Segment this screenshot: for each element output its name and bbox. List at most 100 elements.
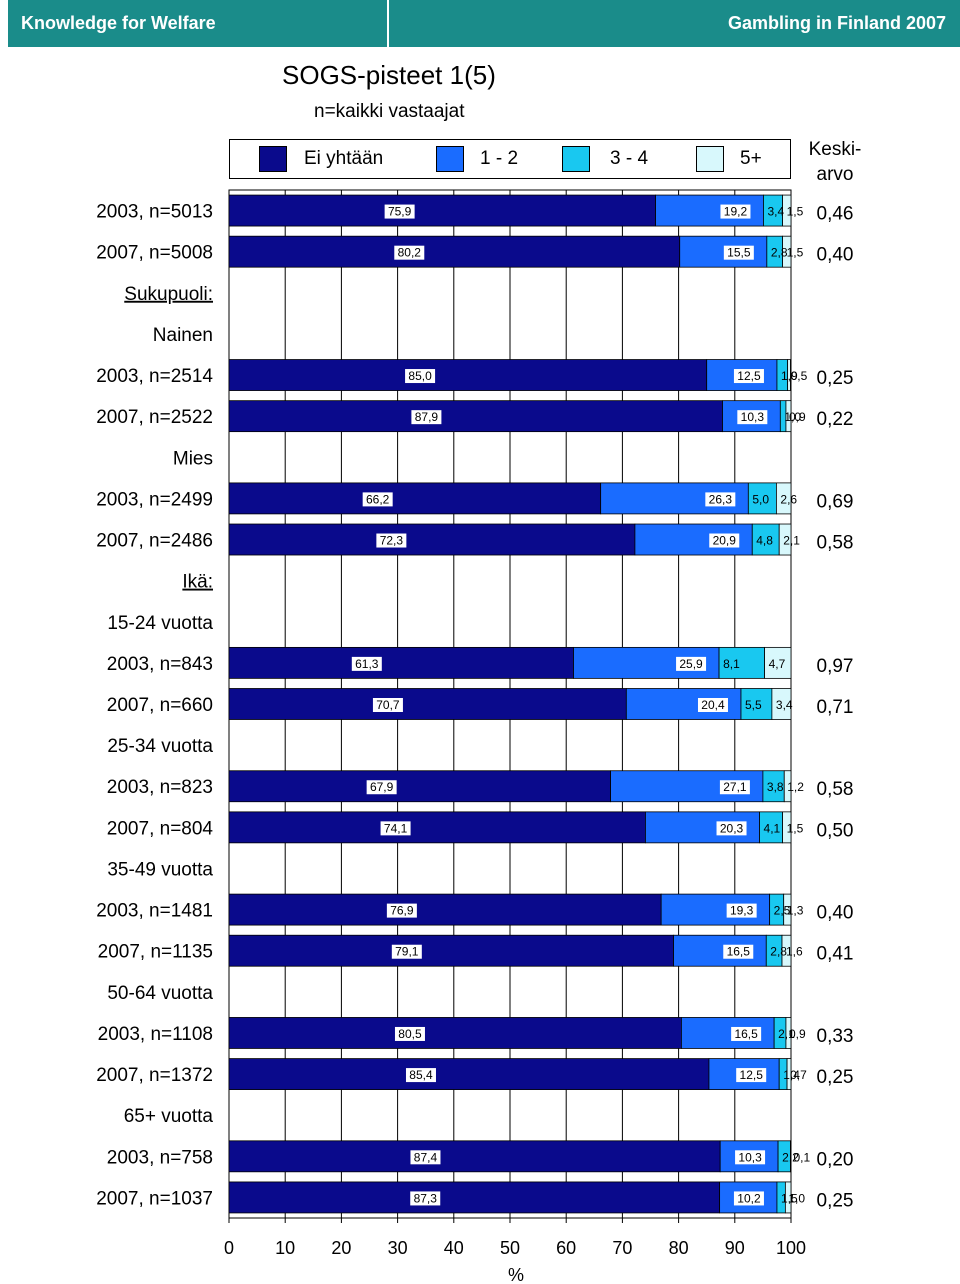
data-label: 76,9: [390, 904, 414, 918]
row-header: Nainen: [153, 325, 213, 346]
bar-segment-ei: [228, 1140, 721, 1173]
data-label: 72,3: [380, 534, 404, 548]
data-label: 3,4: [767, 205, 784, 219]
legend: Ei yhtään 1 - 2 3 - 4 5+: [229, 139, 791, 179]
data-label: 74,1: [384, 821, 408, 835]
bar-segment-c5: [785, 1017, 792, 1049]
row-header: 25-34 vuotta: [107, 736, 213, 757]
data-label: 25,9: [679, 657, 703, 671]
bar-segment-c5: [764, 646, 792, 679]
data-label: 10,2: [737, 1191, 761, 1205]
data-label: 80,5: [398, 1027, 422, 1041]
data-label: 1,5: [787, 821, 804, 835]
x-tick-label: 70: [612, 1238, 632, 1258]
bar-segment-c5: [783, 893, 792, 926]
row-label: 2003, n=843: [107, 654, 213, 675]
data-label: 0,1: [793, 1150, 810, 1164]
row-label: 2007, n=1372: [96, 1065, 213, 1086]
mean-value: 0,97: [817, 656, 854, 677]
bar-segment-ei: [228, 934, 674, 967]
mean-value: 0,58: [817, 533, 854, 554]
mean-value: 0,40: [817, 245, 854, 266]
data-label: 79,1: [395, 945, 419, 959]
data-label: 75,9: [388, 205, 412, 219]
data-label-bg: [697, 698, 728, 712]
row-label: 2003, n=1481: [96, 901, 213, 922]
data-label: 15,5: [727, 246, 751, 260]
data-label-bg: [705, 492, 736, 507]
row-label: 2003, n=758: [107, 1147, 213, 1168]
row-header: 50-64 vuotta: [107, 983, 213, 1004]
mean-value: 0,25: [817, 1190, 854, 1211]
bar-segment-c34: [718, 646, 765, 679]
bar-segment-c5: [782, 194, 792, 227]
bar-segment-ei: [228, 646, 574, 679]
legend-label-5plus: 5+: [740, 148, 762, 169]
data-label-bg: [716, 821, 747, 836]
data-label: 1,5: [787, 205, 804, 219]
bar-segment-c5: [787, 359, 791, 391]
mean-value: 0,25: [817, 1067, 854, 1088]
row-label: 2007, n=1037: [96, 1188, 213, 1209]
bar-segment-ei: [228, 523, 636, 556]
data-label: 4,8: [756, 534, 773, 548]
legend-swatch-1-2: [436, 146, 464, 172]
data-label-bg: [676, 656, 707, 671]
data-label-bg: [736, 1068, 767, 1083]
data-label-bg: [726, 903, 757, 918]
data-label: 8,1: [723, 657, 740, 671]
data-label: 20,9: [713, 534, 737, 548]
data-label: 3,4: [776, 698, 793, 712]
mean-value: 0,33: [817, 1026, 854, 1047]
row-label: 2003, n=2499: [96, 489, 213, 510]
mean-value: 0,25: [817, 368, 854, 389]
data-label: 1,9: [781, 369, 798, 383]
data-label: 16,5: [727, 945, 751, 959]
data-label: 3,8: [767, 780, 784, 794]
mean-value: 0,50: [817, 820, 854, 841]
x-tick-label: 10: [275, 1238, 295, 1258]
bar-segment-c5: [771, 688, 792, 720]
legend-swatch-5plus: [696, 146, 724, 172]
data-label: 20,4: [701, 698, 725, 712]
header-left-title: Knowledge for Welfare: [8, 0, 387, 47]
data-label-bg: [735, 1150, 766, 1165]
bar-segment-ei: [228, 235, 681, 268]
data-label: 0,9: [789, 410, 806, 424]
mean-column-header-line1: Keski-: [808, 139, 862, 160]
data-label: 85,0: [408, 369, 432, 383]
bar-segment-c5: [776, 482, 792, 515]
legend-label-3-4: 3 - 4: [610, 148, 649, 169]
data-label: 1,4: [783, 1068, 800, 1082]
x-tick-label: 20: [331, 1238, 351, 1258]
mean-value: 0,58: [817, 779, 854, 800]
data-label-bg: [384, 204, 415, 219]
bar-segment-ei: [228, 770, 611, 803]
data-label: 4,1: [764, 821, 781, 835]
row-label: 2003, n=1108: [98, 1024, 213, 1045]
row-label: 2003, n=823: [107, 777, 213, 798]
mean-value: 0,41: [817, 944, 854, 965]
bar-segment-c34: [751, 523, 780, 556]
row-header: 35-49 vuotta: [107, 859, 213, 880]
data-label-bg: [411, 410, 442, 425]
x-axis-label: %: [508, 1265, 524, 1284]
data-label: 27,1: [723, 780, 747, 794]
data-label: 20,3: [720, 821, 744, 835]
data-label: 19,3: [730, 904, 754, 918]
mean-value: 0,69: [817, 491, 854, 512]
row-label: 2003, n=5013: [96, 202, 213, 223]
data-label: 1,2: [787, 780, 804, 794]
bar-segment-ei: [228, 688, 627, 720]
data-label: 80,2: [398, 246, 422, 260]
bar-segment-c5: [785, 400, 792, 433]
mean-value: 0,71: [817, 697, 854, 718]
data-label: 4,7: [769, 657, 786, 671]
x-tick-label: 40: [444, 1238, 464, 1258]
data-label-bg: [394, 245, 425, 260]
data-label-bg: [733, 369, 764, 384]
bar-segment-c5: [790, 1140, 792, 1173]
bar-segment-ei: [228, 811, 646, 844]
data-label-bg: [405, 1068, 436, 1083]
mean-column-header-line2: arvo: [816, 164, 854, 185]
